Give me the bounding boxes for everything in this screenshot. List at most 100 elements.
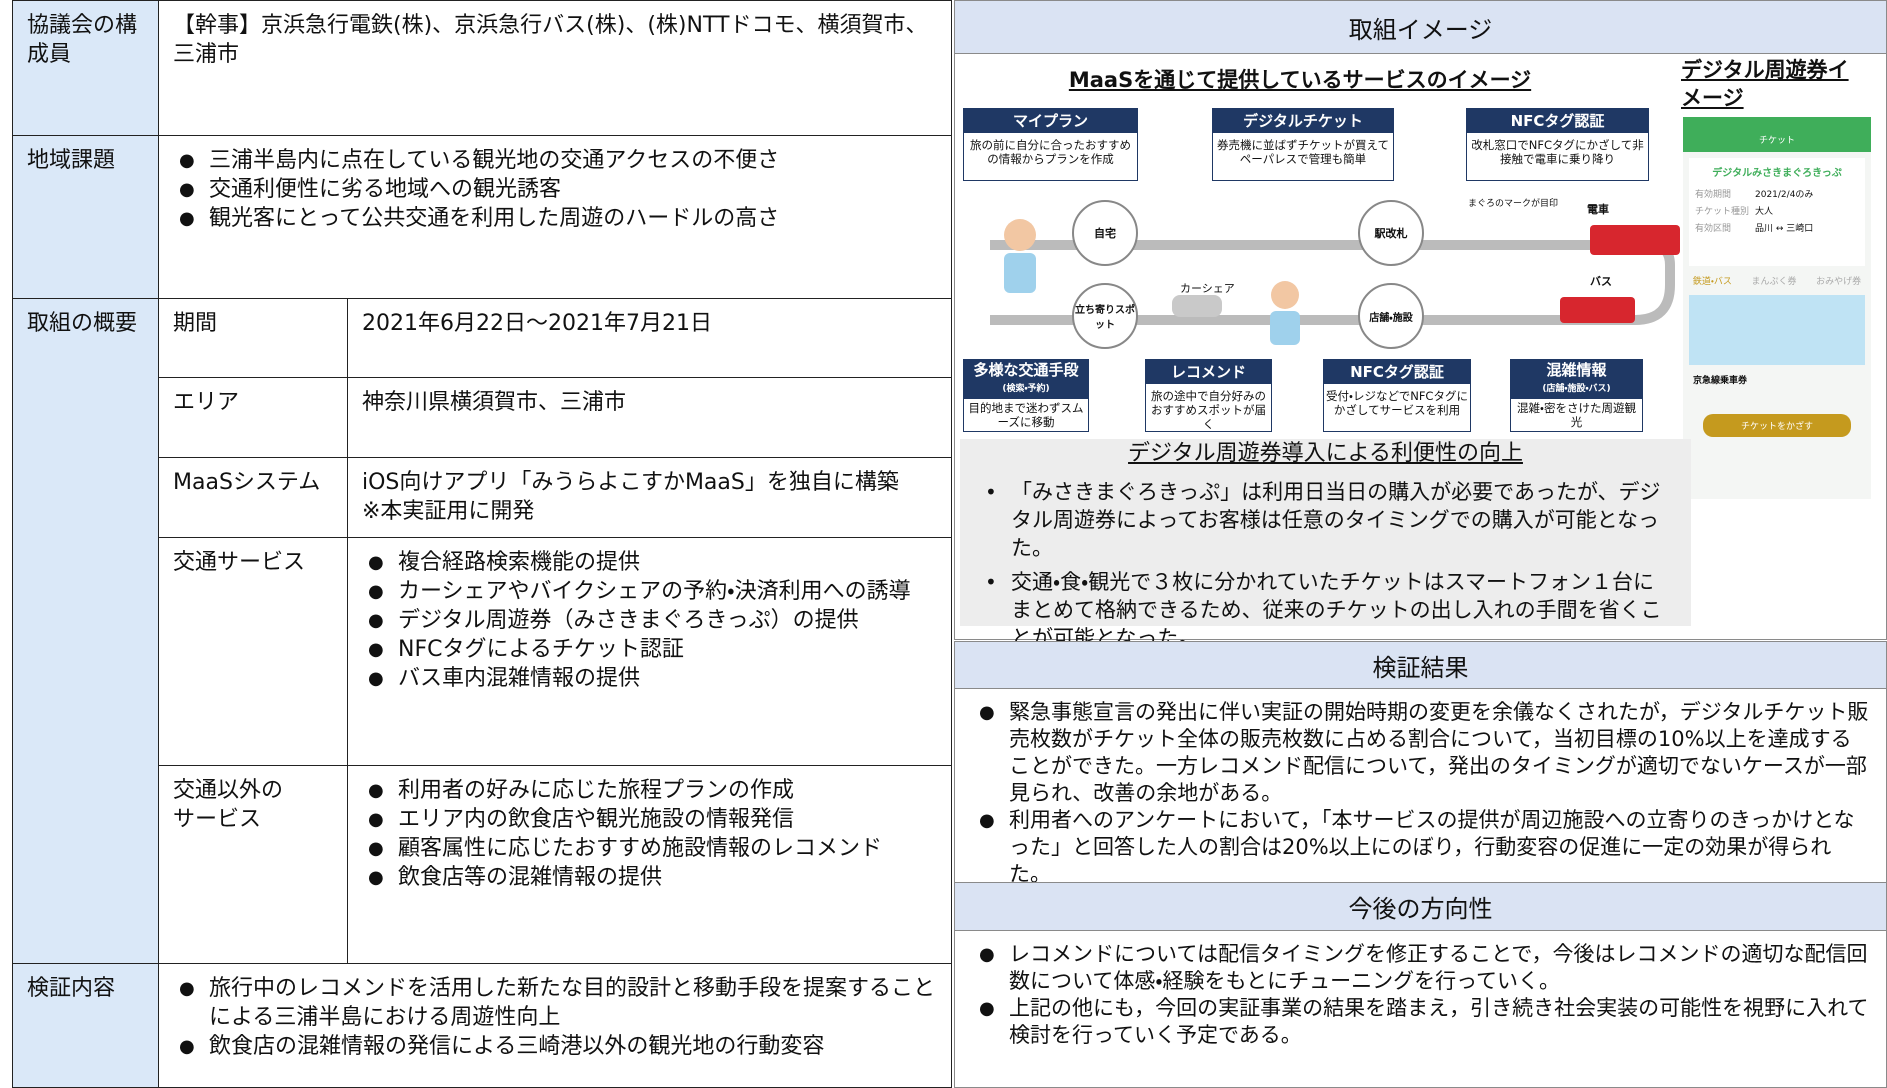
feature-box: 混雑情報 (店舗・施設・バス) 混雑・密をさけた周遊観光 [1510, 359, 1643, 432]
node: 店舗・施設 [1358, 283, 1424, 349]
list-item: 旅行中のレコメンドを活用した新たな目的設計と移動手段を提案することによる三浦半島… [173, 974, 937, 1032]
list-cell: 旅行中のレコメンドを活用した新たな目的設計と移動手段を提案することによる三浦半島… [158, 963, 952, 1088]
list-cell: 複合経路検索機能の提供 カーシェアやバイクシェアの予約・決済利用への誘導 デジタ… [347, 537, 952, 766]
tab[interactable]: まんぷく券 [1751, 277, 1797, 287]
route-label: まぐろのマークが目印 [1468, 199, 1559, 209]
list-item: 複合経路検索機能の提供 [362, 548, 937, 577]
box-caption: 改札窓口でNFCタグにかざして非接触で電車に乗り降り [1471, 138, 1644, 166]
benefit-title: デジタル周遊券導入による利便性の向上 [1128, 441, 1523, 466]
results-text: 緊急事態宣言の発出に伴い実証の開始時期の変更を余儀なくされたが，デジタルチケット… [954, 688, 1887, 886]
text-line: iOS向けアプリ「みうらよこすかMaaS」を独自に構築 [362, 470, 899, 495]
label-cell: 検証内容 [12, 963, 159, 1088]
list-item: 飲食店等の混雑情報の提供 [362, 863, 937, 892]
list-item: 交通利便性に劣る地域への観光誘客 [173, 175, 937, 204]
text-cell: iOS向けアプリ「みうらよこすかMaaS」を独自に構築 ※本実証用に開発 [347, 457, 952, 538]
person [1004, 219, 1036, 251]
field-value: 品川 ↔ 三崎口 [1755, 224, 1814, 234]
field-label: チケット種別 [1695, 207, 1750, 217]
list-item: カーシェアやバイクシェアの予約・決済利用への誘導 [362, 577, 937, 606]
box-caption: 旅の前に自分に合ったおすすめの情報からプランを作成 [970, 138, 1131, 166]
field-value: 2021/2/4のみ [1755, 190, 1814, 200]
route-label: 電車 [1587, 203, 1609, 216]
box-title: NFCタグ認証 [1467, 109, 1648, 133]
section-header: 取組イメージ [954, 0, 1887, 54]
benefit-list: 「みさきまぐろきっぷ」は利用日当日の購入が必要であったが、デジタル周遊券によって… [975, 478, 1675, 652]
box-caption: 混雑・密をさけた周遊観光 [1517, 401, 1636, 429]
text-cell: 【幹事】京浜急行電鉄(株)、京浜急行バス(株)、(株)NTTドコモ、横須賀市、三… [158, 0, 952, 136]
screen-title: チケット [1683, 117, 1871, 152]
text-cell: 2021年6月22日～2021年7月21日 [347, 298, 952, 378]
train [1590, 225, 1680, 255]
feature-box: 多様な交通手段 (検索・予約) 目的地まで迷わずスムーズに移動 [963, 359, 1089, 432]
sub-label: MaaSシステム [158, 457, 348, 538]
box-title: 多様な交通手段 [973, 361, 1079, 379]
box-caption: 目的地まで迷わずスムーズに移動 [968, 401, 1084, 429]
label-cell: 協議会の構成員 [12, 0, 159, 136]
list-item: 飲食店の混雑情報の発信による三崎港以外の観光地の行動変容 [173, 1032, 937, 1061]
list-item: デジタル周遊券（みさきまぐろきっぷ）の提供 [362, 606, 937, 635]
list-item: 三浦半島内に点在している観光地の交通アクセスの不便さ [173, 146, 937, 175]
list-item: 緊急事態宣言の発出に伴い実証の開始時期の変更を余儀なくされたが，デジタルチケット… [973, 699, 1872, 807]
sub-label: エリア [158, 377, 348, 458]
list-item: 利用者へのアンケートにおいて，「本サービスの提供が周辺施設への立寄りのきっかけと… [973, 807, 1872, 888]
person [1270, 311, 1300, 345]
route-label: カーシェア [1180, 282, 1235, 295]
list-cell: 三浦半島内に点在している観光地の交通アクセスの不便さ 交通利便性に劣る地域への観… [158, 135, 952, 299]
list-item: レコメンドについては配信タイミングを修正することで，今後はレコメンドの適切な配信… [973, 941, 1872, 995]
text-line: ※本実証用に開発 [362, 499, 535, 524]
box-subtitle: (店舗・施設・バス) [1542, 384, 1611, 394]
box-caption: 旅の途中で自分好みのおすすめスポットが届く [1151, 389, 1266, 431]
box-title: レコメンド [1146, 360, 1271, 384]
label-cell: 地域課題 [12, 135, 159, 299]
ticket-button[interactable]: チケットをかざす [1703, 414, 1851, 437]
list-item: NFCタグによるチケット認証 [362, 635, 937, 664]
box-title: マイプラン [964, 109, 1137, 133]
feature-box: レコメンド旅の途中で自分好みのおすすめスポットが届く [1145, 359, 1272, 432]
tab[interactable]: おみやげ券 [1816, 277, 1862, 287]
feature-box: マイプラン旅の前に自分に合ったおすすめの情報からプランを作成 [963, 108, 1138, 181]
box-title: デジタルチケット [1213, 109, 1393, 133]
list-item: 観光客にとって公共交通を利用した周遊のハードルの高さ [173, 204, 937, 233]
box-title: 混雑情報 [1546, 361, 1607, 379]
field-label: 有効期間 [1695, 190, 1732, 200]
label-cell: 取組の概要 [12, 298, 159, 964]
ticket-title: デジタル周遊券イメージ [1681, 58, 1849, 110]
sub-label: 期間 [158, 298, 348, 378]
diagram-title: MaaSを通じて提供しているサービスのイメージ [1068, 68, 1532, 92]
feature-box: NFCタグ認証改札窓口でNFCタグにかざして非接触で電車に乗り降り [1466, 108, 1649, 181]
sub-label: 交通サービス [158, 537, 348, 766]
box-title: NFCタグ認証 [1324, 360, 1470, 384]
section-header: 今後の方向性 [954, 882, 1887, 931]
ticket-image [1689, 295, 1865, 365]
node: 自宅 [1072, 200, 1138, 266]
box-subtitle: (検索・予約) [1002, 384, 1050, 394]
list-item: 利用者の好みに応じた旅程プランの作成 [362, 776, 937, 805]
box-caption: 受付・レジなどでNFCタグにかざしてサービスを利用 [1326, 389, 1468, 417]
list-item: バス車内混雑情報の提供 [362, 664, 937, 693]
field-value: 大人 [1755, 207, 1774, 217]
list-cell: 利用者の好みに応じた旅程プランの作成 エリア内の飲食店や観光施設の情報発信 顧客… [347, 765, 952, 964]
section-header: 検証結果 [954, 641, 1887, 689]
list-item: エリア内の飲食店や観光施設の情報発信 [362, 805, 937, 834]
list-item: 顧客属性に応じたおすすめ施設情報のレコメンド [362, 834, 937, 863]
feature-box: デジタルチケット券売機に並ばずチケットが買えてペーパレスで管理も簡単 [1212, 108, 1394, 181]
node: 立ち寄りスポット [1072, 283, 1138, 349]
bus [1560, 297, 1635, 323]
line-name: 京急線乗車券 [1693, 376, 1748, 386]
car [1172, 295, 1222, 317]
phone-screen: チケット デジタルみさきまぐろきっぷ 有効期間 2021/2/4のみ チケット種別… [1683, 117, 1871, 499]
box-caption: 券売機に並ばずチケットが買えてペーパレスで管理も簡単 [1217, 138, 1389, 166]
route-label: バス [1590, 275, 1612, 288]
text-cell: 神奈川県横須賀市、三浦市 [347, 377, 952, 458]
list-item: 「みさきまぐろきっぷ」は利用日当日の購入が必要であったが、デジタル周遊券によって… [975, 478, 1675, 562]
sub-label: 交通以外のサービス [158, 765, 348, 964]
person [1004, 253, 1036, 293]
tab[interactable]: 鉄道・バス [1692, 277, 1732, 287]
future-text: レコメンドについては配信タイミングを修正することで，今後はレコメンドの適切な配信… [954, 930, 1887, 1088]
node: 駅改札 [1358, 200, 1424, 266]
ticket-name: デジタルみさきまぐろきっぷ [1712, 168, 1842, 179]
list-item: 交通・食・観光で３枚に分かれていたチケットはスマートフォン１台にまとめて格納でき… [975, 568, 1675, 652]
field-label: 有効区間 [1695, 224, 1732, 234]
list-item: 上記の他にも，今回の実証事業の結果を踏まえ，引き続き社会実装の可能性を視野に入れ… [973, 995, 1872, 1049]
